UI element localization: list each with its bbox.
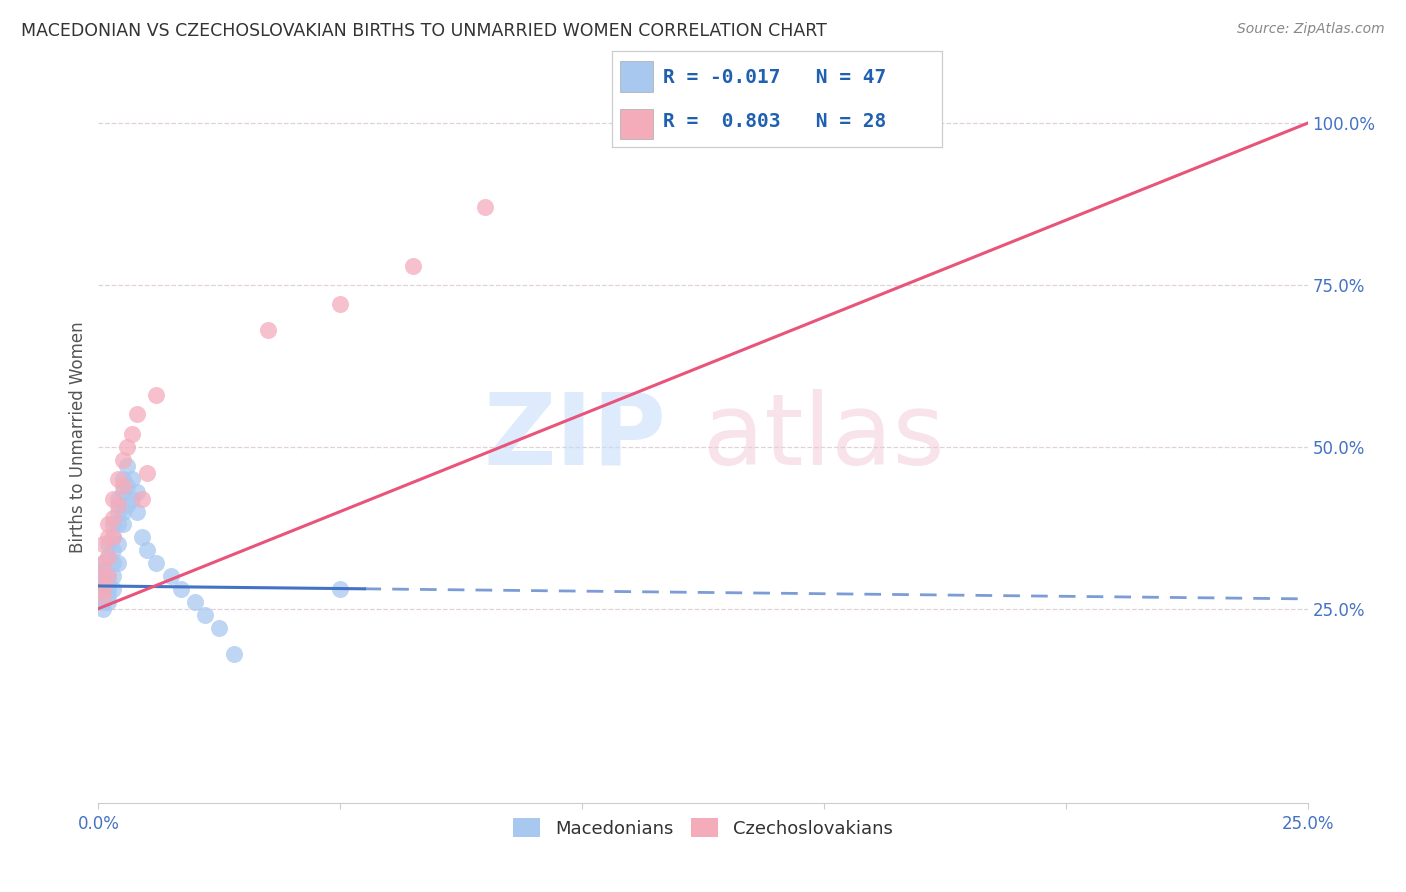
- Point: [97, 595, 120, 609]
- Point: [91, 601, 114, 615]
- FancyBboxPatch shape: [620, 62, 652, 92]
- Point: [91, 589, 114, 603]
- Point: [121, 491, 143, 506]
- Point: [329, 582, 352, 597]
- Point: [107, 557, 129, 571]
- Point: [127, 408, 149, 422]
- Point: [101, 511, 124, 525]
- Point: [91, 537, 114, 551]
- Point: [97, 569, 120, 583]
- Point: [97, 569, 120, 583]
- Point: [97, 517, 120, 532]
- Point: [91, 557, 114, 571]
- Point: [107, 537, 129, 551]
- Point: [91, 595, 114, 609]
- Legend: Macedonians, Czechoslovakians: Macedonians, Czechoslovakians: [506, 811, 900, 845]
- Point: [107, 491, 129, 506]
- Point: [135, 543, 157, 558]
- Point: [101, 491, 124, 506]
- Text: atlas: atlas: [703, 389, 945, 485]
- Point: [127, 504, 149, 518]
- Text: Source: ZipAtlas.com: Source: ZipAtlas.com: [1237, 22, 1385, 37]
- Point: [208, 621, 231, 635]
- Point: [256, 323, 278, 337]
- Point: [97, 582, 120, 597]
- FancyBboxPatch shape: [620, 109, 652, 139]
- Point: [145, 557, 167, 571]
- Point: [111, 504, 134, 518]
- Point: [184, 595, 207, 609]
- Point: [101, 569, 124, 583]
- Point: [101, 582, 124, 597]
- Point: [107, 517, 129, 532]
- Point: [91, 575, 114, 590]
- Point: [91, 589, 114, 603]
- Point: [107, 472, 129, 486]
- Point: [111, 478, 134, 492]
- Point: [474, 200, 496, 214]
- Point: [91, 563, 114, 577]
- Point: [111, 485, 134, 500]
- Point: [145, 388, 167, 402]
- Text: ZIP: ZIP: [484, 389, 666, 485]
- Point: [117, 478, 139, 492]
- Point: [101, 530, 124, 544]
- Point: [131, 530, 153, 544]
- Point: [222, 647, 245, 661]
- Point: [107, 504, 129, 518]
- Point: [91, 569, 114, 583]
- Point: [91, 557, 114, 571]
- Point: [111, 472, 134, 486]
- Point: [101, 543, 124, 558]
- Point: [101, 517, 124, 532]
- Point: [117, 459, 139, 474]
- Point: [97, 549, 120, 564]
- Point: [121, 472, 143, 486]
- Point: [97, 575, 120, 590]
- Point: [121, 426, 143, 441]
- Text: R =  0.803   N = 28: R = 0.803 N = 28: [662, 112, 886, 130]
- Y-axis label: Births to Unmarried Women: Births to Unmarried Women: [69, 321, 87, 553]
- Point: [91, 582, 114, 597]
- Point: [97, 589, 120, 603]
- Point: [169, 582, 191, 597]
- Point: [160, 569, 183, 583]
- Point: [91, 582, 114, 597]
- Point: [107, 498, 129, 512]
- Point: [101, 530, 124, 544]
- Point: [127, 485, 149, 500]
- Point: [111, 452, 134, 467]
- Text: MACEDONIAN VS CZECHOSLOVAKIAN BIRTHS TO UNMARRIED WOMEN CORRELATION CHART: MACEDONIAN VS CZECHOSLOVAKIAN BIRTHS TO …: [21, 22, 827, 40]
- Point: [402, 259, 425, 273]
- Point: [91, 569, 114, 583]
- Point: [131, 491, 153, 506]
- Point: [117, 498, 139, 512]
- Point: [111, 517, 134, 532]
- Point: [97, 549, 120, 564]
- Point: [619, 116, 641, 130]
- Point: [97, 530, 120, 544]
- Point: [135, 466, 157, 480]
- Point: [101, 557, 124, 571]
- Point: [97, 537, 120, 551]
- Point: [117, 440, 139, 454]
- Point: [329, 297, 352, 311]
- Point: [194, 608, 217, 623]
- Point: [716, 116, 738, 130]
- Text: R = -0.017   N = 47: R = -0.017 N = 47: [662, 69, 886, 87]
